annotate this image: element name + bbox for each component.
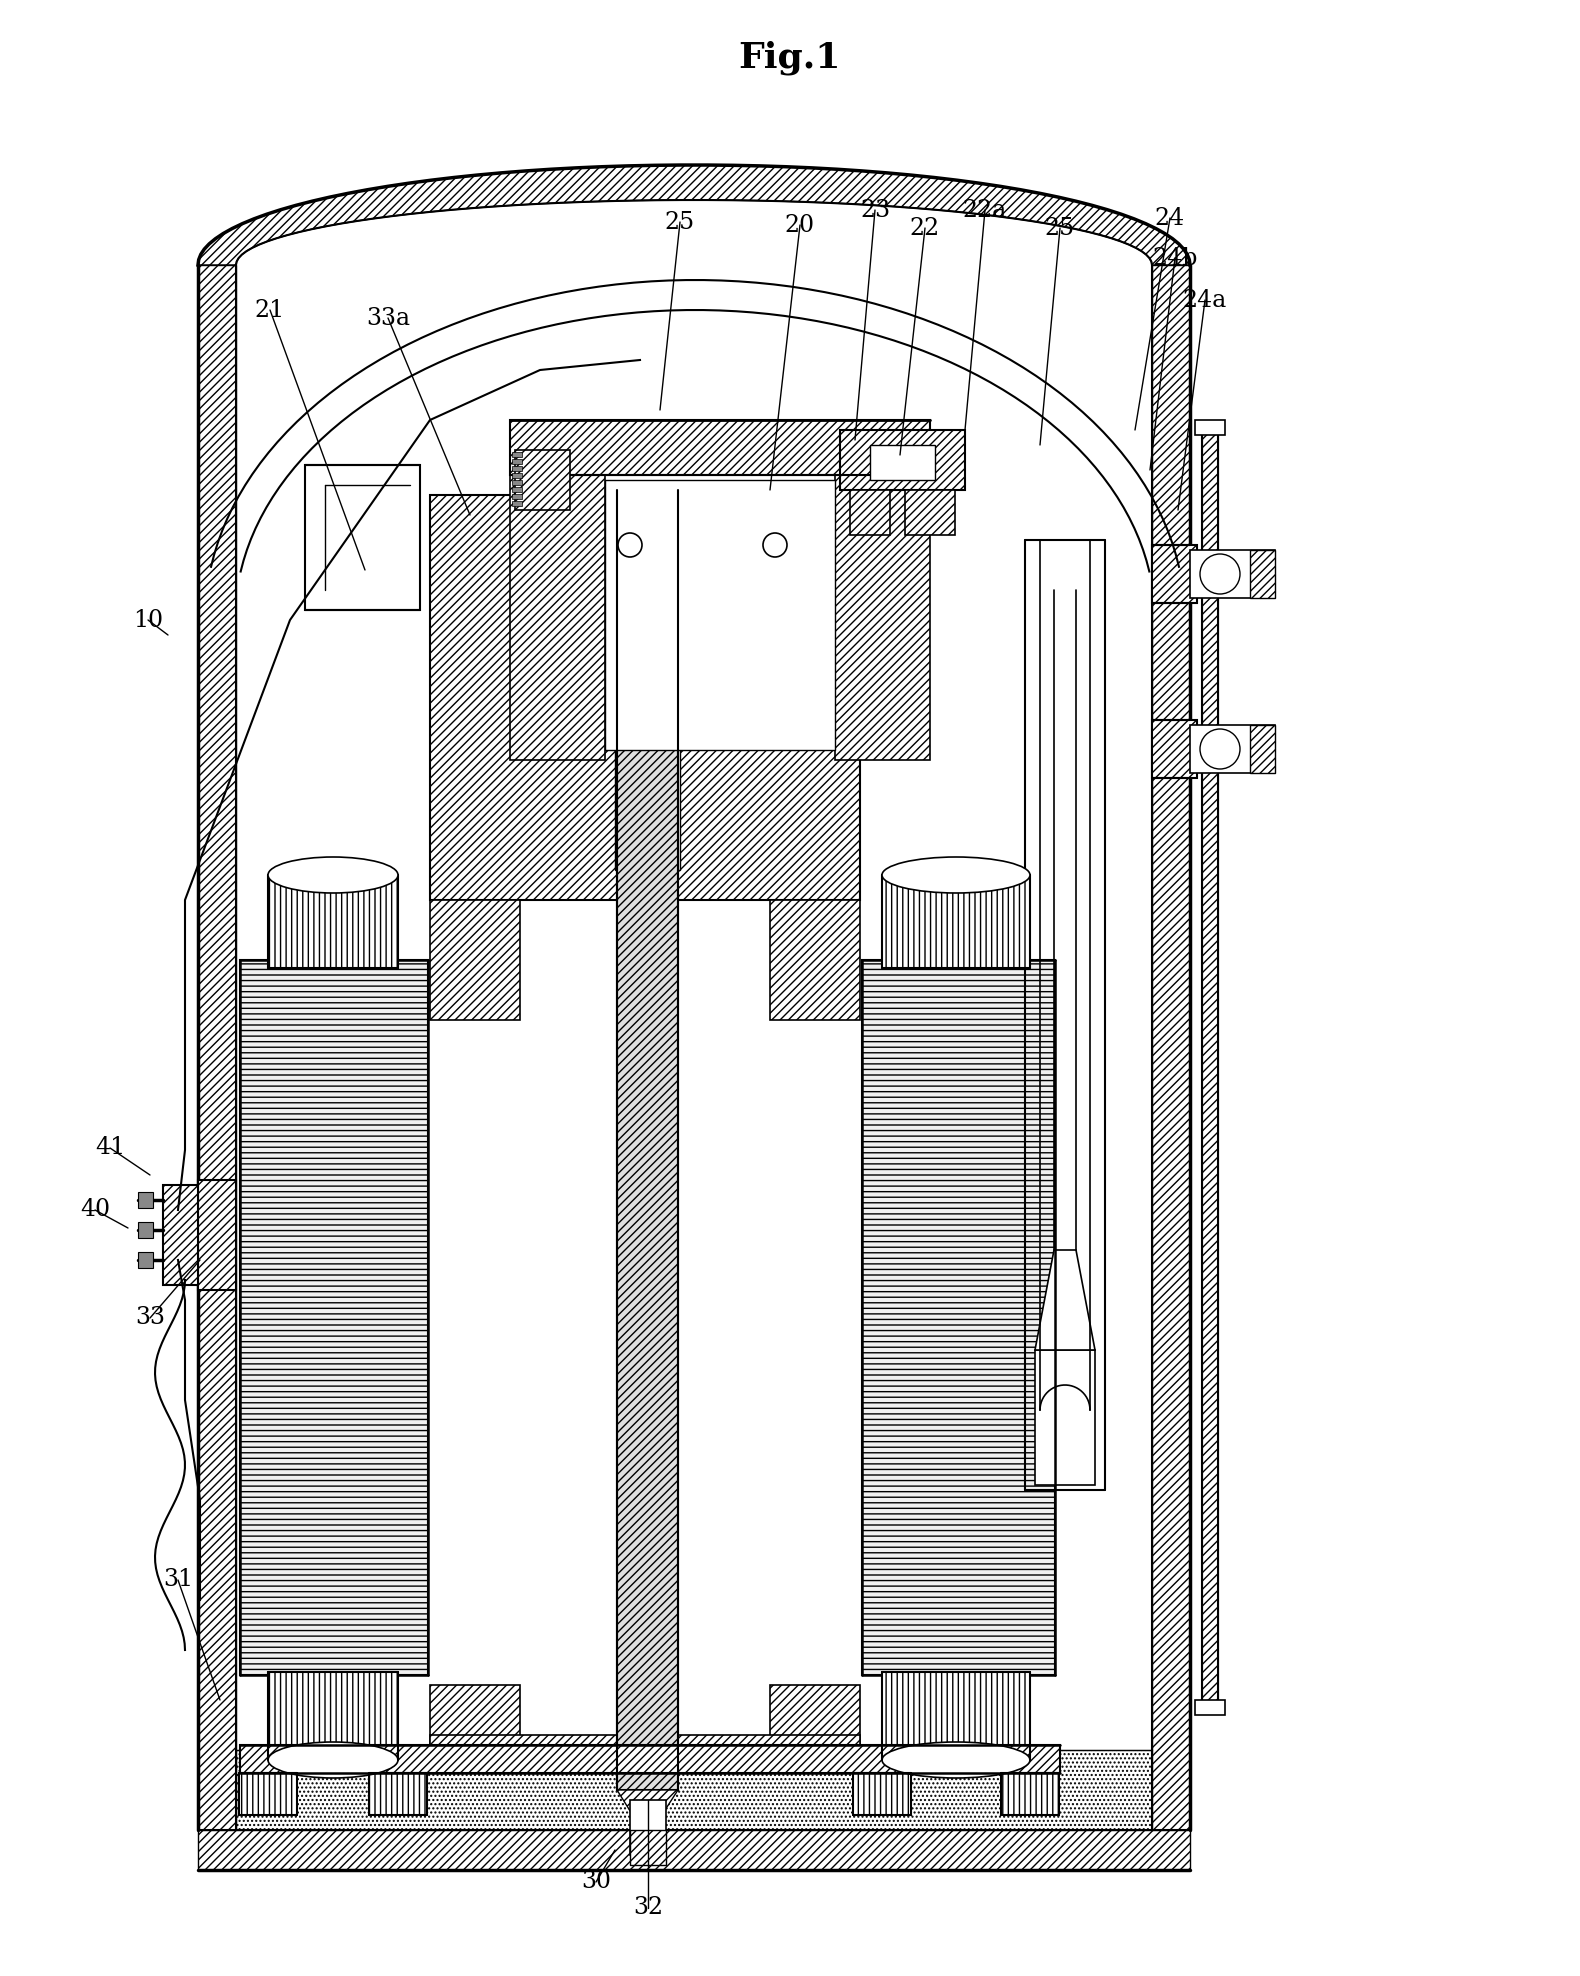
Bar xyxy=(137,1253,153,1269)
Bar xyxy=(1250,725,1275,773)
Circle shape xyxy=(1199,729,1240,769)
Bar xyxy=(137,1221,153,1239)
Bar xyxy=(240,960,428,1676)
Ellipse shape xyxy=(269,858,398,893)
Bar xyxy=(630,1830,667,1865)
Bar xyxy=(1152,545,1198,603)
Text: 24: 24 xyxy=(1155,207,1185,229)
Bar xyxy=(618,490,678,1790)
Bar xyxy=(834,474,931,761)
Text: 24a: 24a xyxy=(1183,288,1228,312)
Bar xyxy=(430,1686,520,1745)
Bar xyxy=(510,421,931,474)
Bar xyxy=(370,1772,427,1816)
Bar xyxy=(512,494,521,500)
Bar xyxy=(512,486,521,492)
Text: 20: 20 xyxy=(785,213,815,237)
Bar xyxy=(269,875,398,968)
Bar xyxy=(1190,725,1275,773)
Bar xyxy=(841,431,965,490)
Polygon shape xyxy=(235,1751,1152,1830)
Text: 25: 25 xyxy=(665,211,695,233)
Text: 25: 25 xyxy=(1044,217,1074,239)
Text: 40: 40 xyxy=(81,1199,111,1221)
Bar xyxy=(512,453,521,456)
Text: 33: 33 xyxy=(134,1306,164,1330)
Polygon shape xyxy=(198,166,1190,265)
Bar xyxy=(198,265,235,1830)
Text: 10: 10 xyxy=(133,609,163,632)
Bar xyxy=(430,1735,860,1770)
Bar xyxy=(1202,431,1218,1699)
Bar xyxy=(1194,1699,1224,1715)
Bar xyxy=(430,899,520,1020)
Bar xyxy=(905,490,954,535)
Bar xyxy=(1190,549,1275,599)
Bar xyxy=(769,1686,860,1745)
Polygon shape xyxy=(1035,1251,1095,1350)
Bar xyxy=(515,451,570,510)
Text: 30: 30 xyxy=(581,1871,611,1893)
Bar xyxy=(769,899,860,1020)
Bar xyxy=(1152,719,1198,779)
Bar xyxy=(137,1192,153,1207)
Bar xyxy=(240,1745,1060,1772)
Bar xyxy=(853,1772,912,1816)
Bar xyxy=(512,472,521,478)
Bar xyxy=(198,1180,235,1290)
Bar xyxy=(1002,1772,1059,1816)
Text: 22a: 22a xyxy=(962,198,1006,221)
Bar xyxy=(512,458,521,464)
Text: Fig.1: Fig.1 xyxy=(739,41,841,75)
Text: 22: 22 xyxy=(910,217,940,239)
Bar xyxy=(630,1800,667,1855)
Bar xyxy=(512,466,521,470)
Text: 21: 21 xyxy=(254,298,284,322)
Text: 32: 32 xyxy=(634,1897,664,1919)
Bar xyxy=(882,1672,1030,1761)
Text: 33a: 33a xyxy=(367,306,409,330)
Bar xyxy=(510,474,605,761)
Bar xyxy=(850,490,890,535)
Bar xyxy=(430,496,860,899)
Polygon shape xyxy=(1035,1350,1095,1486)
Bar xyxy=(1152,265,1190,1830)
Bar xyxy=(1250,549,1275,599)
Text: 23: 23 xyxy=(860,198,890,221)
Text: 41: 41 xyxy=(95,1136,125,1160)
Bar xyxy=(882,875,1030,968)
Circle shape xyxy=(1199,553,1240,595)
Bar xyxy=(615,526,679,869)
Bar xyxy=(605,480,834,751)
Text: 31: 31 xyxy=(163,1569,193,1591)
Bar xyxy=(269,1672,398,1761)
Bar xyxy=(163,1186,198,1284)
Ellipse shape xyxy=(269,1743,398,1778)
Bar xyxy=(1194,421,1224,435)
Ellipse shape xyxy=(882,1743,1030,1778)
Circle shape xyxy=(618,534,641,557)
Bar xyxy=(198,1830,1190,1869)
Bar xyxy=(512,502,521,506)
Circle shape xyxy=(763,534,787,557)
Text: 24b: 24b xyxy=(1152,247,1198,269)
Bar xyxy=(305,464,420,611)
Ellipse shape xyxy=(882,858,1030,893)
Bar xyxy=(512,480,521,484)
Polygon shape xyxy=(618,1790,678,1830)
Bar xyxy=(863,960,1055,1676)
Bar xyxy=(239,1772,297,1816)
Bar xyxy=(871,445,935,480)
